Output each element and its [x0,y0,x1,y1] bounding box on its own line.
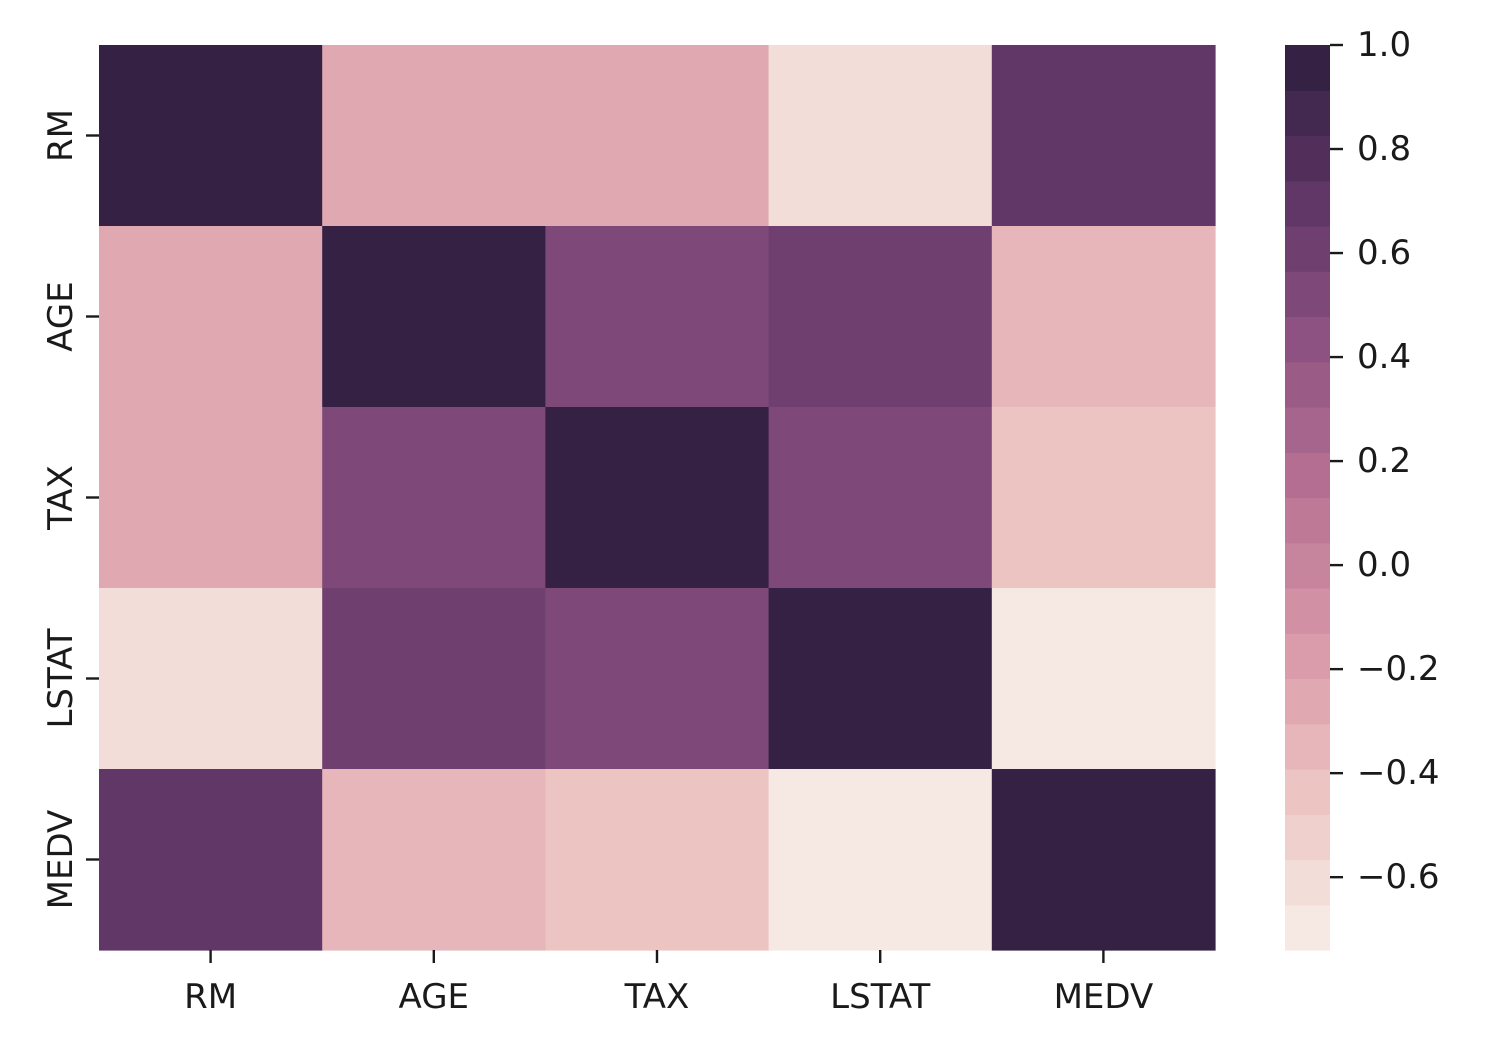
colorbar-band [1285,226,1330,272]
colorbar-tick-label: −0.2 [1357,649,1440,689]
colorbar-band [1285,180,1330,227]
colorbar-band [1285,316,1330,363]
heatmap-cell-rm-tax [545,45,770,227]
heatmap-cell-tax-rm [99,407,323,589]
colorbar-band [1285,361,1330,408]
colorbar-band [1285,859,1330,906]
colorbar-band [1285,452,1330,499]
colorbar-band [1285,723,1330,770]
x-axis: RM AGE TAX LSTAT MEDV [184,950,1153,1017]
y-tick-label: MEDV [41,810,81,910]
colorbar-band [1285,904,1330,951]
heatmap-cell-rm-rm [99,45,323,227]
heatmap-cell-medv-medv [991,769,1216,951]
x-tick-label: TAX [624,977,690,1017]
heatmap-cells [99,45,1216,951]
heatmap-cell-lstat-age [322,588,546,770]
heatmap-cell-lstat-medv [991,588,1216,770]
heatmap-cell-rm-medv [991,45,1216,227]
heatmap-cell-age-lstat [768,226,993,408]
heatmap-cell-age-tax [545,226,770,408]
heatmap-cell-rm-age [322,45,546,227]
heatmap-cell-lstat-rm [99,588,323,770]
x-tick-label: AGE [399,977,470,1017]
x-tick-label: MEDV [1054,977,1154,1017]
colorbar-tick-label: 0.2 [1357,441,1411,481]
colorbar-tick-label: 1.0 [1357,25,1411,65]
y-tick-label: RM [41,109,81,162]
heatmap-cell-age-medv [991,226,1216,408]
heatmap-cell-lstat-tax [545,588,770,770]
colorbar-tick-label: −0.4 [1357,753,1440,793]
colorbar-band [1285,633,1330,680]
heatmap-cell-rm-lstat [768,45,993,227]
colorbar-tick-label: 0.0 [1357,545,1411,585]
colorbar-tick-label: −0.6 [1357,857,1440,897]
heatmap-cell-tax-tax [545,407,770,589]
colorbar-band [1285,542,1330,589]
colorbar-axis: 1.0 0.8 0.6 0.4 0.2 0.0 −0.2 −0.4 −0.6 [1330,25,1440,897]
heatmap-cell-age-rm [99,226,323,408]
colorbar-band [1285,90,1330,137]
colorbar-tick-label: 0.6 [1357,233,1411,273]
x-tick-label: LSTAT [830,977,930,1017]
heatmap-cell-medv-tax [545,769,770,951]
y-axis: RM AGE TAX LSTAT MEDV [41,109,99,909]
heatmap-cell-medv-lstat [768,769,993,951]
y-tick-label: TAX [41,465,81,531]
heatmap-cell-tax-lstat [768,407,993,589]
y-tick-label: LSTAT [41,628,81,728]
heatmap-cell-age-age [322,226,546,408]
colorbar-tick-label: 0.8 [1357,129,1411,169]
x-tick-label: RM [184,977,237,1017]
colorbar-band [1285,769,1330,815]
colorbar-tick-label: 0.4 [1357,337,1411,377]
colorbar [1285,45,1330,951]
colorbar-band [1285,135,1330,182]
heatmap-cell-tax-age [322,407,546,589]
colorbar-band [1285,45,1330,91]
y-tick-label: AGE [41,281,81,352]
heatmap-cell-lstat-lstat [768,588,993,770]
heatmap-cell-tax-medv [991,407,1216,589]
colorbar-band [1285,271,1330,318]
colorbar-band [1285,407,1330,453]
colorbar-band [1285,588,1330,634]
colorbar-band [1285,678,1330,725]
heatmap-cell-medv-rm [99,769,323,951]
colorbar-band [1285,814,1330,861]
heatmap-cell-medv-age [322,769,546,951]
colorbar-band [1285,497,1330,544]
